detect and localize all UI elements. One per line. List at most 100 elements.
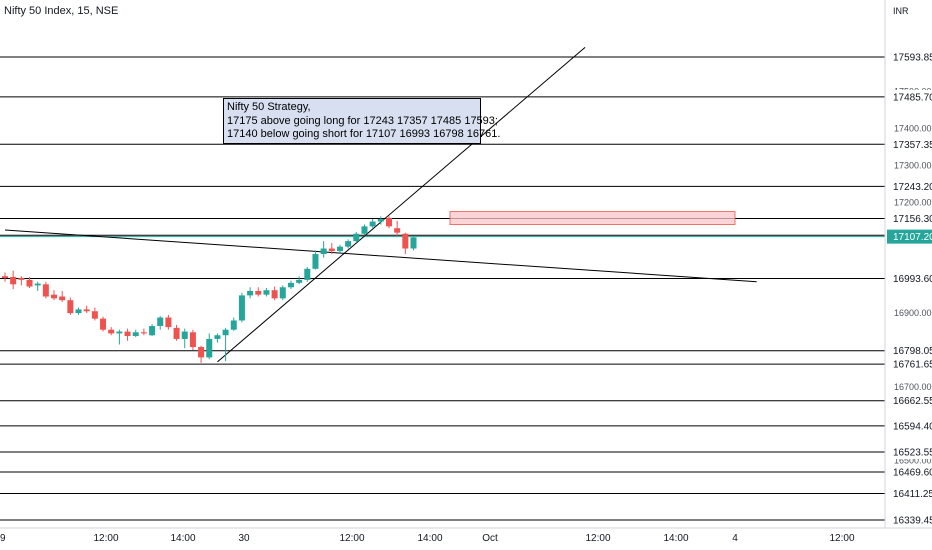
level-label-9-text: 16662.55 [893, 396, 932, 407]
candle-5 [42, 281, 49, 299]
time-label: 4 [732, 533, 738, 544]
candle-body [328, 248, 335, 252]
candle-body [173, 327, 180, 339]
candle-body [75, 309, 82, 314]
time-label: 14:00 [170, 533, 195, 544]
candle-48 [394, 220, 401, 236]
level-label-2-bg [887, 137, 932, 152]
candle-14 [116, 329, 123, 345]
candle-4 [34, 281, 41, 291]
candle-47 [385, 216, 392, 229]
level-label-6-bg [887, 271, 932, 286]
level-label-1: 17485.70 [887, 89, 932, 104]
level-lines [0, 56, 885, 521]
candle-body [51, 294, 58, 299]
symbol-title: Nifty 50 Index, 15, NSE [4, 5, 119, 17]
time-label: 9 [0, 533, 6, 544]
time-label: 12:00 [93, 533, 118, 544]
level-label-13-bg [887, 486, 932, 501]
level-label-11-text: 16523.55 [893, 448, 932, 459]
candle-body [165, 317, 172, 328]
level-label-2-text: 17357.35 [893, 140, 932, 151]
level-label-7-bg [887, 343, 932, 358]
candle-body [189, 332, 196, 348]
candle-49 [402, 232, 409, 255]
candle-31 [255, 287, 262, 297]
candle-34 [279, 285, 286, 301]
level-label-4: 17156.30 [887, 211, 932, 226]
candle-7 [59, 290, 66, 303]
candle-15 [124, 328, 131, 341]
level-label-0-bg [887, 50, 932, 64]
level-label-10-bg [887, 418, 932, 433]
candle-body [353, 233, 360, 242]
candle-33 [271, 286, 278, 301]
candle-36 [296, 276, 303, 285]
candle-body [271, 290, 278, 299]
level-label-7-text: 16798.05 [893, 346, 932, 357]
candle-2 [18, 276, 25, 286]
time-label: 14:00 [417, 533, 442, 544]
candle-body [100, 318, 107, 330]
level-label-8-text: 16761.65 [893, 360, 932, 371]
candle-21 [173, 324, 180, 341]
candle-19 [157, 316, 164, 330]
candle-38 [312, 250, 319, 270]
candle-body [26, 279, 33, 287]
level-label-0: 17593.85 [887, 50, 932, 64]
candle-17 [140, 328, 147, 336]
candle-46 [377, 216, 384, 225]
level-label-1-text: 17485.70 [893, 92, 932, 103]
candle-body [132, 332, 139, 336]
trendline-1 [217, 46, 586, 363]
strategy-note-line-1: Nifty 50 Strategy, [227, 101, 311, 113]
candle-body [206, 338, 213, 358]
time-label: Oct [482, 533, 498, 544]
candle-18 [149, 324, 156, 336]
candle-9 [75, 307, 82, 315]
candle-body [238, 295, 245, 321]
candle-body [140, 332, 147, 334]
time-label: 30 [238, 533, 250, 544]
level-label-14-bg [887, 513, 932, 527]
price-tick-label: 17200.00 [894, 197, 932, 207]
level-label-2: 17357.35 [887, 137, 932, 152]
candle-body [157, 317, 164, 327]
level-label-4-bg [887, 211, 932, 226]
candle-body [263, 290, 270, 295]
level-label-12-text: 16469.60 [893, 467, 932, 478]
candles [2, 216, 417, 363]
candle-body [279, 287, 286, 299]
candle-8 [67, 297, 74, 315]
candle-32 [263, 288, 270, 297]
candle-27 [222, 327, 229, 362]
candle-body [42, 284, 49, 297]
candle-1 [10, 270, 17, 290]
time-axis[interactable]: 9 12:00 14:00 30 12:00 14:00 Oct 12:00 14:00 4 12:… [0, 527, 932, 544]
level-label-12: 16469.60 [887, 464, 932, 479]
candle-body [198, 347, 205, 358]
candle-body [312, 254, 319, 269]
level-label-7: 16798.05 [887, 343, 932, 358]
candle-body [296, 279, 303, 283]
candle-body [369, 221, 376, 227]
candle-body [410, 237, 417, 249]
candle-body [345, 241, 352, 247]
currency-label: INR [893, 6, 909, 16]
candle-body [2, 276, 8, 279]
candle-body [377, 218, 384, 222]
candle-body [67, 300, 74, 314]
level-label-0-text: 17593.85 [893, 53, 932, 64]
level-label-9-bg [887, 393, 932, 408]
time-label: 12:00 [829, 533, 854, 544]
candle-28 [230, 317, 237, 331]
candle-body [336, 246, 343, 252]
candle-6 [51, 290, 58, 301]
candle-3 [26, 276, 33, 289]
candle-20 [165, 314, 172, 330]
candle-body [91, 311, 98, 319]
candle-12 [100, 316, 107, 332]
candle-body [230, 320, 237, 330]
candle-43 [353, 231, 360, 243]
